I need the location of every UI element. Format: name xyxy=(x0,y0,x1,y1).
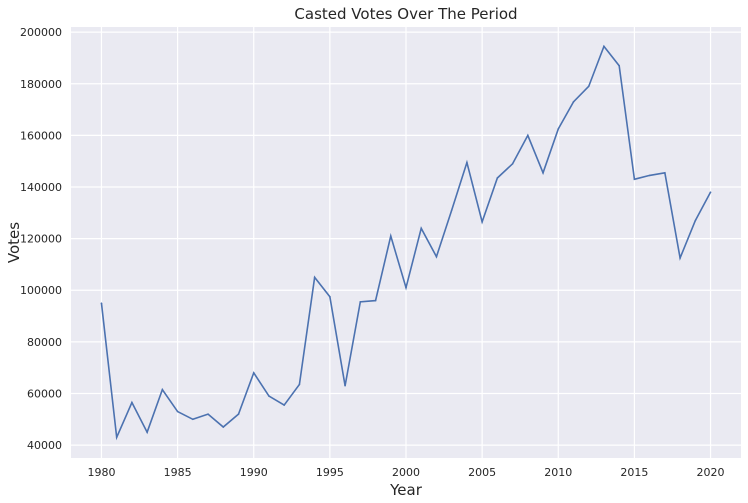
x-tick-label: 1990 xyxy=(240,466,268,479)
chart-title: Casted Votes Over The Period xyxy=(294,5,517,23)
y-tick-label: 60000 xyxy=(27,387,62,400)
data-point xyxy=(374,299,377,302)
data-point xyxy=(633,178,636,181)
x-tick-label: 2010 xyxy=(544,466,572,479)
data-point xyxy=(603,45,605,48)
data-point xyxy=(450,209,453,212)
data-point xyxy=(176,410,179,413)
data-point xyxy=(587,85,590,88)
data-point xyxy=(694,219,697,222)
data-point xyxy=(344,384,346,387)
y-tick-label: 120000 xyxy=(20,233,62,246)
y-tick-label: 160000 xyxy=(20,129,62,142)
data-point xyxy=(389,235,392,237)
data-point xyxy=(572,101,575,103)
x-tick-label: 1985 xyxy=(164,466,192,479)
data-point xyxy=(131,401,133,404)
data-point xyxy=(496,177,499,179)
data-point xyxy=(511,162,514,165)
y-tick-label: 40000 xyxy=(27,439,62,452)
data-point xyxy=(268,395,270,397)
x-tick-label: 2020 xyxy=(697,466,725,479)
data-point xyxy=(435,255,438,258)
y-tick-label: 140000 xyxy=(20,181,62,194)
data-point xyxy=(481,221,483,223)
data-point xyxy=(207,413,209,415)
data-point xyxy=(405,286,407,289)
x-tick-label: 1980 xyxy=(87,466,115,479)
y-tick-label: 100000 xyxy=(20,284,62,297)
data-point xyxy=(359,301,362,303)
x-gridlines xyxy=(100,27,712,458)
data-point xyxy=(252,372,255,374)
y-tick-labels: 40000 60000 80000 100000 120000 140000 160000 1… xyxy=(20,26,62,452)
y-tick-label: 180000 xyxy=(20,78,62,91)
data-point xyxy=(298,383,301,386)
data-point xyxy=(115,436,118,439)
data-point xyxy=(466,161,468,164)
data-point xyxy=(557,128,560,130)
data-point xyxy=(313,276,316,279)
data-point xyxy=(648,174,651,177)
data-point xyxy=(146,431,148,433)
data-point xyxy=(100,302,103,304)
x-tick-labels: 1980 1985 1990 1995 2000 2005 2010 2015 2020 xyxy=(87,466,724,479)
y-tick-label: 80000 xyxy=(27,336,62,349)
data-point xyxy=(542,172,544,174)
data-point xyxy=(237,413,240,415)
data-point xyxy=(420,227,423,230)
x-tick-label: 2005 xyxy=(468,466,496,479)
data-point xyxy=(709,191,712,193)
y-axis-title: Votes xyxy=(5,222,23,263)
data-point xyxy=(527,134,529,137)
data-point xyxy=(618,64,620,67)
data-point xyxy=(192,418,194,421)
x-axis-title: Year xyxy=(389,481,423,499)
data-points xyxy=(100,45,712,439)
data-point xyxy=(222,426,225,428)
x-tick-label: 2015 xyxy=(620,466,648,479)
data-point xyxy=(679,257,681,259)
data-point xyxy=(664,172,666,174)
x-tick-label: 2000 xyxy=(392,466,420,479)
data-point xyxy=(329,295,331,298)
data-point xyxy=(283,404,285,406)
y-tick-label: 200000 xyxy=(20,26,62,39)
data-point xyxy=(161,388,164,391)
x-tick-label: 1995 xyxy=(316,466,344,479)
y-gridlines xyxy=(71,31,741,446)
